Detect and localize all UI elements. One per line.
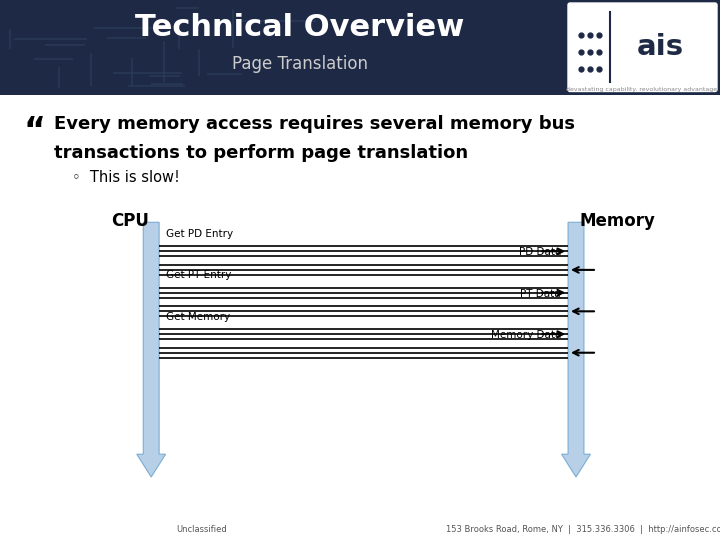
Text: “: “ xyxy=(23,114,45,147)
Text: Get PT Entry: Get PT Entry xyxy=(166,270,232,280)
Text: Get PD Entry: Get PD Entry xyxy=(166,229,233,239)
Text: Unclassified: Unclassified xyxy=(176,525,227,534)
FancyArrow shape xyxy=(562,222,590,477)
Text: PD Data: PD Data xyxy=(518,247,561,258)
FancyArrow shape xyxy=(137,222,166,477)
Text: Get Memory: Get Memory xyxy=(166,312,230,322)
Text: Memory Data: Memory Data xyxy=(490,330,561,340)
Text: 153 Brooks Road, Rome, NY  |  315.336.3306  |  http://ainfosec.com: 153 Brooks Road, Rome, NY | 315.336.3306… xyxy=(446,525,720,534)
Text: Every memory access requires several memory bus: Every memory access requires several mem… xyxy=(54,114,575,133)
Text: Memory: Memory xyxy=(580,212,655,230)
Text: CPU: CPU xyxy=(112,212,150,230)
Text: Page Translation: Page Translation xyxy=(232,55,368,73)
FancyBboxPatch shape xyxy=(568,3,717,91)
Text: ◦  This is slow!: ◦ This is slow! xyxy=(72,171,180,185)
Text: ais: ais xyxy=(636,33,683,61)
Text: PT Data: PT Data xyxy=(521,289,561,299)
Text: Technical Overview: Technical Overview xyxy=(135,12,464,42)
Text: transactions to perform page translation: transactions to perform page translation xyxy=(54,144,468,161)
Text: devastating capability. revolutionary advantage: devastating capability. revolutionary ad… xyxy=(567,87,718,92)
